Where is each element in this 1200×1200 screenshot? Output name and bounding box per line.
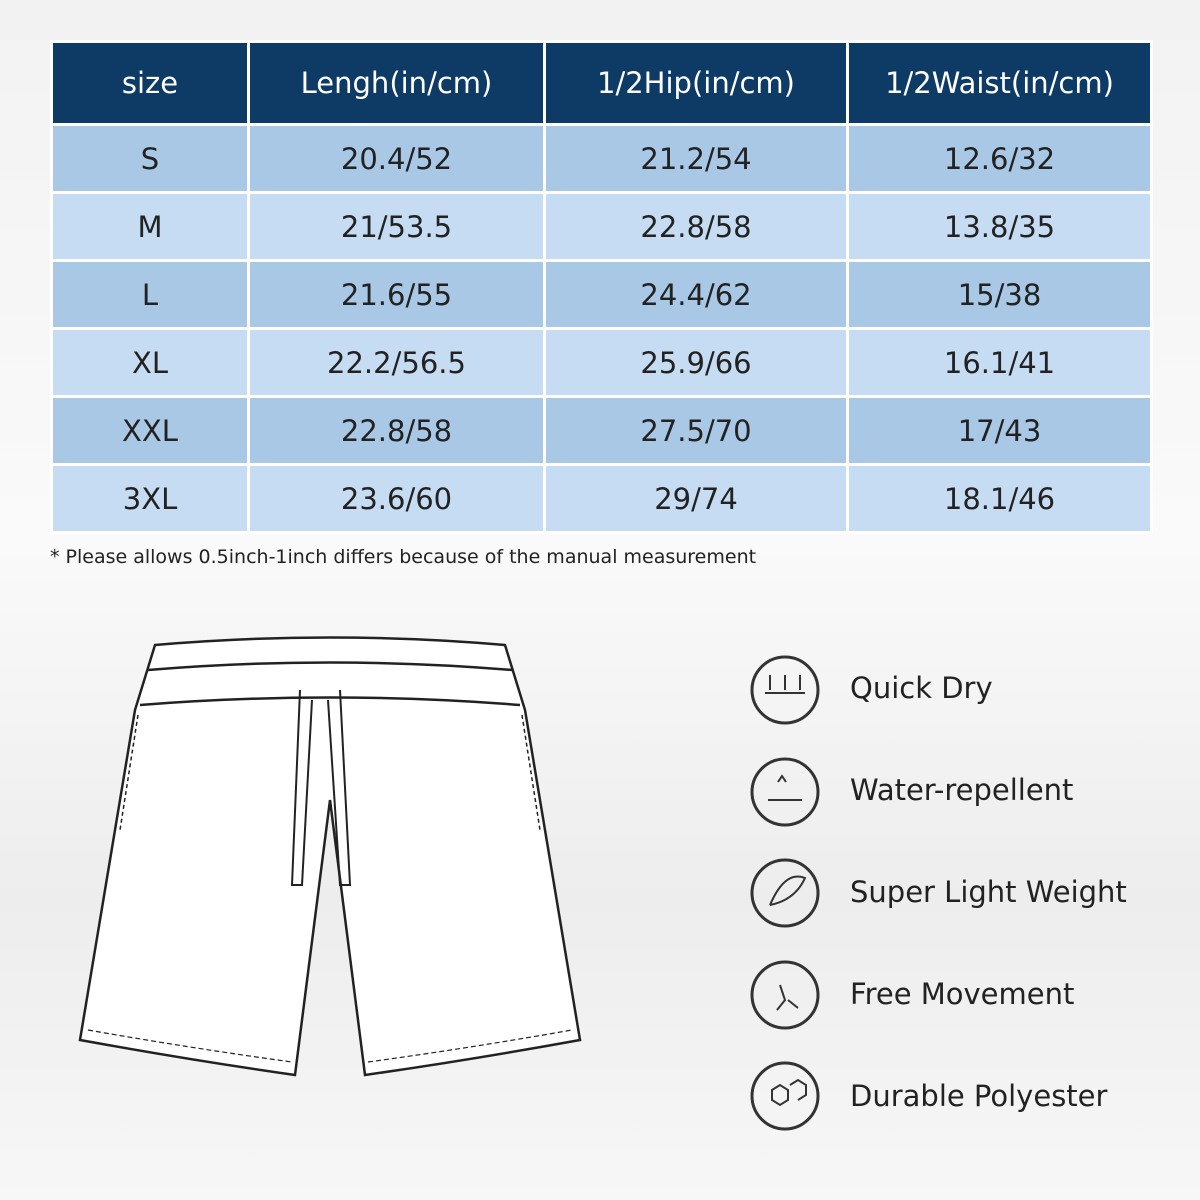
table-cell: 22.2/56.5: [247, 327, 546, 398]
table-cell: 22.8/58: [543, 191, 849, 262]
table-cell: 3XL: [50, 463, 250, 534]
table-cell: 21.6/55: [247, 259, 546, 330]
table-cell: 25.9/66: [543, 327, 849, 398]
feature-label: Water-repellent: [850, 773, 1074, 807]
feature-label: Quick Dry: [850, 671, 993, 705]
table-cell: S: [50, 123, 250, 194]
header-cell: 1/2Waist(in/cm): [846, 40, 1153, 126]
table-cell: 17/43: [846, 395, 1153, 466]
header-cell: 1/2Hip(in/cm): [543, 40, 849, 126]
table-row: S 20.4/52 21.2/54 12.6/32: [50, 123, 1153, 194]
size-table: size Lengh(in/cm) 1/2Hip(in/cm) 1/2Waist(in…: [50, 40, 1153, 534]
table-cell: 21/53.5: [247, 191, 546, 262]
table-cell: M: [50, 191, 250, 262]
table-cell: 18.1/46: [846, 463, 1153, 534]
table-cell: 12.6/32: [846, 123, 1153, 194]
table-cell: 23.6/60: [247, 463, 546, 534]
table-cell: 22.8/58: [247, 395, 546, 466]
shorts: [78, 636, 582, 1077]
header-row: size Lengh(in/cm) 1/2Hip(in/cm) 1/2Waist(in…: [50, 40, 1153, 126]
table-cell: 16.1/41: [846, 327, 1153, 398]
table-cell: L: [50, 259, 250, 330]
table-cell: XL: [50, 327, 250, 398]
table-cell: 27.5/70: [543, 395, 849, 466]
table-cell: 29/74: [543, 463, 849, 534]
header-cell: size: [50, 40, 250, 126]
table-cell: 15/38: [846, 259, 1153, 330]
table-cell: 13.8/35: [846, 191, 1153, 262]
table-row: XL 22.2/56.5 25.9/66 16.1/41: [50, 327, 1153, 398]
table-row: M 21/53.5 22.8/58 13.8/35: [50, 191, 1153, 262]
table-cell: 21.2/54: [543, 123, 849, 194]
table-row: XXL 22.8/58 27.5/70 17/43: [50, 395, 1153, 466]
note: * Please allows 0.5inch-1inch differs be…: [50, 546, 757, 568]
feature-label: Free Movement: [850, 977, 1075, 1011]
table-cell: 20.4/52: [247, 123, 546, 194]
table-row: L 21.6/55 24.4/62 15/38: [50, 259, 1153, 330]
feature-label: Super Light Weight: [850, 875, 1127, 909]
table-row: 3XL 23.6/60 29/74 18.1/46: [50, 463, 1153, 534]
header-cell: Lengh(in/cm): [247, 40, 546, 126]
feature-icons: [750, 655, 820, 1131]
table-cell: XXL: [50, 395, 250, 466]
feature-label: Durable Polyester: [850, 1079, 1108, 1113]
table-cell: 24.4/62: [543, 259, 849, 330]
